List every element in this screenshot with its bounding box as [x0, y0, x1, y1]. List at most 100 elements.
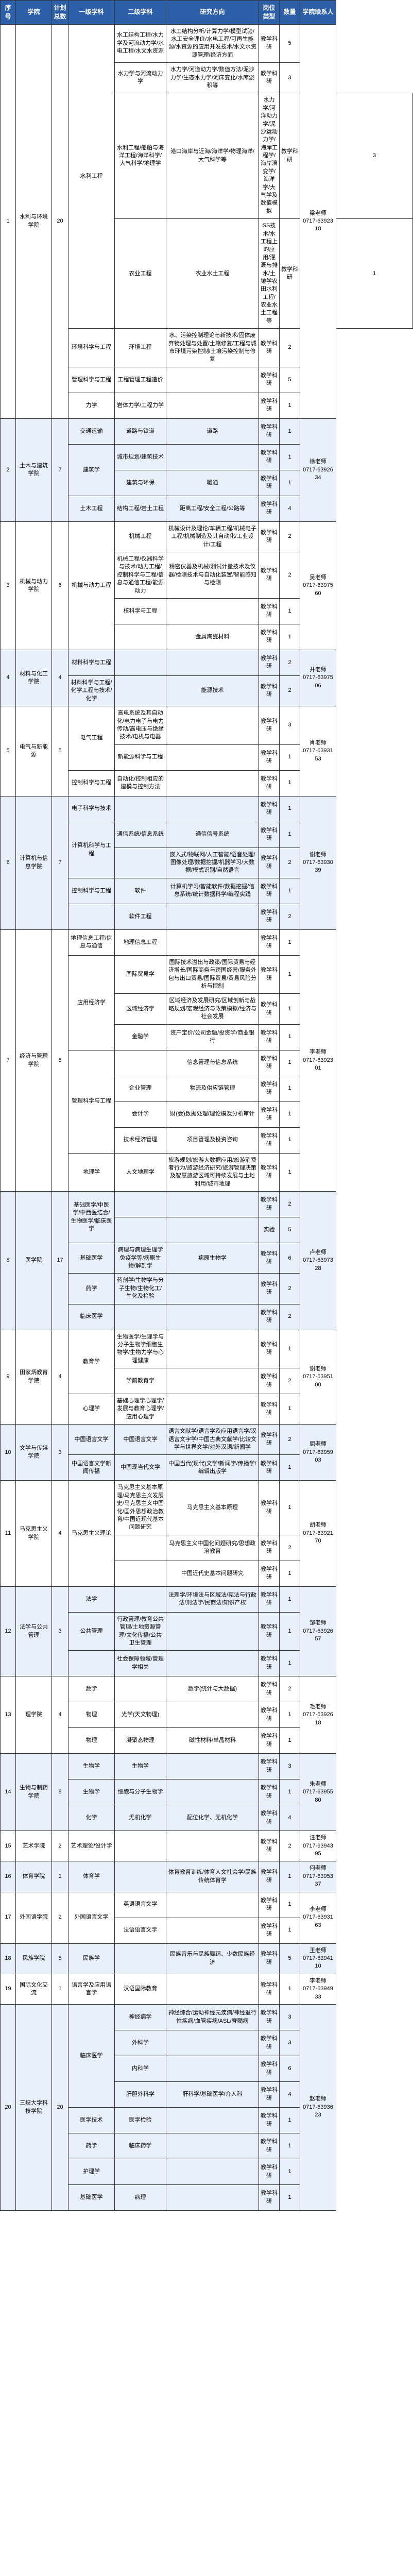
qty-cell: 1 — [280, 1780, 300, 1805]
college-cell: 马克思主义学院 — [16, 1481, 52, 1586]
discipline2-cell: 人文地理学 — [115, 1153, 166, 1192]
position-cell: 教学科研 — [259, 1754, 280, 1780]
direction-cell: 水工结构分析/计算力学/模型试验/水工安全评价/水电工程/可再生能源/水资源的应… — [166, 24, 259, 63]
position-cell: 教学科研 — [259, 24, 280, 63]
discipline1-cell: 基础医学 — [68, 2185, 115, 2211]
direction-cell — [166, 2185, 259, 2211]
direction-cell: 距离工程/安全工程/公路等 — [166, 496, 259, 521]
discipline1-cell: 地理学 — [68, 1153, 115, 1192]
plan-cell: 4 — [52, 1676, 68, 1754]
qty-cell: 2 — [280, 1425, 300, 1455]
qty-cell: 2 — [280, 904, 300, 929]
position-cell: 教学科研 — [259, 1101, 280, 1127]
direction-cell — [166, 1892, 259, 1918]
position-cell: 教学科研 — [280, 93, 300, 219]
seq-cell: 13 — [1, 1676, 16, 1754]
plan-cell: 20 — [52, 2005, 68, 2211]
discipline2-cell — [115, 1861, 166, 1892]
seq-cell: 18 — [1, 1943, 16, 1974]
discipline1-cell: 水利工程 — [68, 24, 115, 329]
qty-cell: 1 — [280, 598, 300, 624]
discipline2-cell: 工程管理工程造价 — [115, 367, 166, 393]
discipline1-cell: 护理学 — [68, 2159, 115, 2185]
discipline2-cell: 内科学 — [115, 2056, 166, 2082]
direction-cell — [166, 1780, 259, 1805]
qty-cell: 1 — [280, 929, 300, 955]
position-cell: 教学科研 — [259, 1330, 280, 1368]
table-row: 16体育学院1体育学体育教育训练/体育人文社会学/民族传统体育学教学科研1何老师… — [1, 1861, 413, 1892]
discipline2-cell: 核科学与工程 — [115, 598, 166, 624]
position-cell: 教学科研 — [259, 994, 280, 1024]
direction-cell: SS技术/水工程上的应用/灌溉与排水/土壤学农田水利工程/农业水土工程等 — [259, 219, 280, 329]
direction-cell: 资产定价/公司金融/投资学/商业银行 — [166, 1024, 259, 1050]
direction-cell — [166, 1651, 259, 1676]
position-cell: 教学科研 — [259, 1394, 280, 1425]
qty-cell: 2 — [280, 1192, 300, 1217]
discipline1-cell — [68, 1651, 115, 1676]
position-cell: 教学科研 — [259, 444, 280, 470]
position-cell: 教学科研 — [259, 1805, 280, 1831]
position-cell: 教学科研 — [259, 706, 280, 745]
contact-cell: 胡老师 0717-6392170 — [300, 1481, 336, 1586]
discipline2-cell: 区域经济学 — [115, 994, 166, 1024]
discipline2-cell — [115, 1943, 166, 1974]
qty-cell: 1 — [280, 1974, 300, 2004]
qty-cell: 1 — [280, 1918, 300, 1943]
qty-cell: 1 — [280, 1728, 300, 1754]
position-cell: 教学科研 — [259, 2005, 280, 2030]
discipline2-cell: 环境工程 — [115, 329, 166, 367]
direction-cell — [166, 744, 259, 770]
col-header-2: 计划总数 — [52, 1, 68, 25]
direction-cell: 物流及供应链管理 — [166, 1076, 259, 1101]
position-cell: 教学科研 — [259, 1455, 280, 1481]
direction-cell — [166, 796, 259, 822]
position-cell: 教学科研 — [259, 1481, 280, 1535]
discipline1-cell: 生物学 — [68, 1754, 115, 1780]
discipline1-cell: 外国语言文学 — [68, 1892, 115, 1943]
discipline2-cell: 机械工程 — [115, 521, 166, 552]
qty-cell: 3 — [280, 2030, 300, 2056]
seq-cell: 9 — [1, 1330, 16, 1425]
direction-cell: 肝科学/基础医学/介入科 — [166, 2082, 259, 2108]
position-cell: 教学科研 — [259, 1535, 280, 1561]
position-cell: 教学科研 — [259, 63, 280, 93]
discipline2-cell: 软件 — [115, 878, 166, 904]
position-cell: 教学科研 — [259, 1243, 280, 1274]
discipline1-cell: 物理 — [68, 1702, 115, 1728]
direction-cell — [166, 770, 259, 796]
qty-cell: 2 — [280, 1676, 300, 1702]
seq-cell: 19 — [1, 1974, 16, 2004]
position-cell: 教学科研 — [259, 929, 280, 955]
discipline2-cell: 医学检验 — [115, 2108, 166, 2133]
direction-cell — [166, 1918, 259, 1943]
col-header-8: 学院联系人 — [300, 1, 336, 25]
discipline2-cell: 光学(天文物理) — [115, 1702, 166, 1728]
college-cell: 法学与公共管理 — [16, 1586, 52, 1676]
qty-cell: 4 — [280, 2082, 300, 2108]
discipline2-cell — [115, 1586, 166, 1612]
qty-cell: 2 — [280, 1831, 300, 1861]
direction-cell: 神经综合/运动神经元疾病/神经退行性疾病/血管疾病/ASL/脊髓病 — [166, 2005, 259, 2030]
contact-cell: 徐老师 0717-6392634 — [300, 418, 336, 521]
direction-cell: 国际技术溢出与政策/国际贸易与经济增长/国际商务与跨国经营/服务外包与出口贸易/… — [166, 955, 259, 994]
plan-cell: 4 — [52, 1330, 68, 1425]
table-header: 序号学院计划总数一级学科二级学科研究方向岗位类型数量学院联系人 — [1, 1, 413, 25]
college-cell: 体育学院 — [16, 1861, 52, 1892]
direction-cell — [166, 2030, 259, 2056]
position-cell: 教学科研 — [259, 796, 280, 822]
position-cell: 教学科研 — [259, 1728, 280, 1754]
college-cell: 外国语学院 — [16, 1892, 52, 1943]
qty-cell: 1 — [280, 955, 300, 994]
table-row: 2土木与建筑学院7交通运输道路与铁道道路教学科研1徐老师 0717-639263… — [1, 418, 413, 444]
position-cell: 教学科研 — [259, 624, 280, 650]
seq-cell: 11 — [1, 1481, 16, 1586]
college-cell: 艺术学院 — [16, 1831, 52, 1861]
discipline1-cell: 体育学 — [68, 1861, 115, 1892]
direction-cell: 计算机学习/智能软件/数据挖掘/信息系统/统计数据科学/编程实践 — [166, 878, 259, 904]
qty-cell: 5 — [280, 1217, 300, 1243]
discipline2-cell: 病理与病理生理学免疫学等/病原生物/解剖学 — [115, 1243, 166, 1274]
seq-cell: 16 — [1, 1861, 16, 1892]
seq-cell: 8 — [1, 1192, 16, 1330]
qty-cell: 3 — [280, 1754, 300, 1780]
qty-cell: 3 — [336, 93, 413, 219]
